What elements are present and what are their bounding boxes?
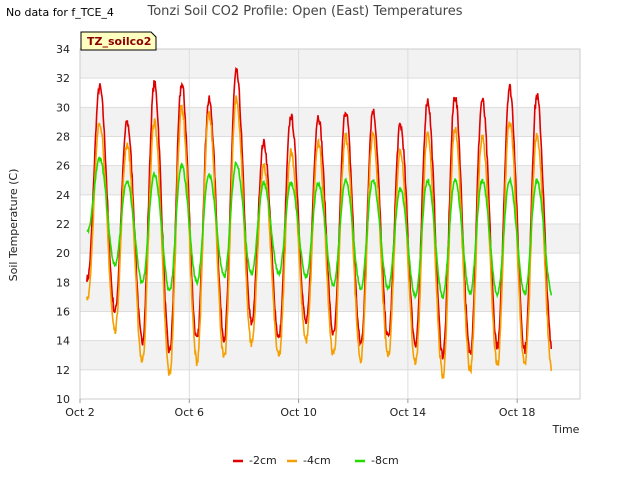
- y-tick-label: 30: [56, 101, 70, 114]
- grid-band: [80, 369, 580, 399]
- grid-band: [80, 165, 580, 195]
- no-data-note: No data for f_TCE_4: [6, 6, 114, 19]
- grid-band: [80, 78, 580, 108]
- series-line-4cm: [86, 95, 553, 379]
- legend-label: -4cm: [303, 454, 331, 467]
- grid-band: [80, 340, 580, 370]
- y-tick-label: 28: [56, 131, 70, 144]
- plot-frame: [79, 48, 581, 400]
- y-tick-label: 32: [56, 72, 70, 85]
- y-tick-label: 16: [56, 306, 70, 319]
- x-tick-label: Oct 10: [280, 406, 317, 419]
- y-axis-label: Soil Temperature (C): [7, 169, 20, 282]
- annotation-text: TZ_soilco2: [87, 35, 151, 48]
- y-tick-label: 12: [56, 364, 70, 377]
- grid-band: [80, 194, 580, 224]
- x-tick-label: Oct 2: [65, 406, 95, 419]
- grid-band: [80, 49, 580, 79]
- legend: -2cm -4cm -8cm: [233, 454, 399, 467]
- grid-band: [80, 107, 580, 137]
- series-layer: [86, 67, 553, 379]
- annotation-box-shape: [80, 31, 157, 51]
- legend-label: -8cm: [371, 454, 399, 467]
- legend-label: -2cm: [249, 454, 277, 467]
- y-axis-ticks: 10 12 14 16 18 20 22 24 26 28 30 32 34: [56, 43, 70, 406]
- y-tick-label: 26: [56, 160, 70, 173]
- series-line-8cm: [86, 156, 553, 300]
- y-tick-label: 22: [56, 218, 70, 231]
- y-tick-label: 10: [56, 393, 70, 406]
- x-axis-ticks: Oct 2 Oct 6 Oct 10 Oct 14 Oct 18: [65, 399, 535, 419]
- y-tick-label: 34: [56, 43, 70, 56]
- y-tick-label: 24: [56, 189, 70, 202]
- annotation-box: TZ_soilco2: [80, 31, 157, 51]
- x-axis-label: Time: [552, 423, 580, 436]
- chart-title: Tonzi Soil CO2 Profile: Open (East) Temp…: [146, 4, 462, 19]
- x-tick-label: Oct 14: [390, 406, 427, 419]
- y-tick-label: 20: [56, 247, 70, 260]
- x-tick-label: Oct 18: [499, 406, 536, 419]
- y-tick-label: 14: [56, 335, 70, 348]
- y-tick-label: 18: [56, 276, 70, 289]
- grid-band: [80, 136, 580, 166]
- x-tick-label: Oct 6: [175, 406, 205, 419]
